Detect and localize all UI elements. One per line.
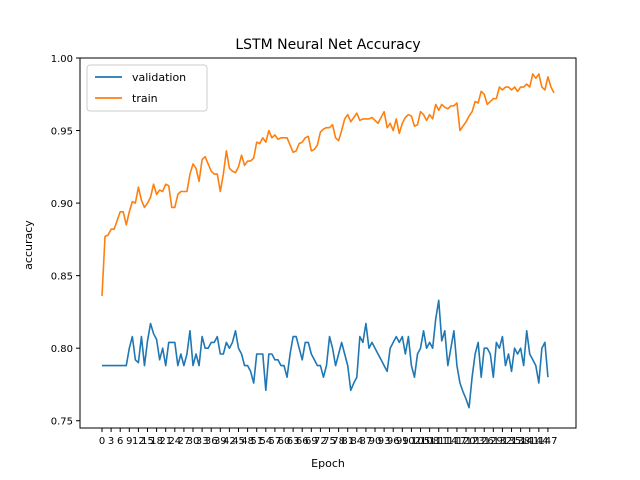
- x-tick-label: 99: [396, 436, 409, 447]
- x-tick-label: 102: [402, 436, 421, 447]
- x-tick-label: 135: [502, 436, 521, 447]
- plot-frame: [79, 57, 577, 429]
- x-tick-label: 15: [141, 436, 154, 447]
- series-line-validation: [102, 299, 549, 409]
- y-tick-label: 0.80: [51, 344, 73, 355]
- x-tick-label: 27: [178, 436, 191, 447]
- x-tick-label: 84: [350, 436, 363, 447]
- x-tick-label: 21: [159, 436, 172, 447]
- x-tick-label: 78: [332, 436, 345, 447]
- legend-label-train: train: [132, 92, 158, 105]
- x-tick-label: 72: [314, 436, 327, 447]
- x-tick-label: 51: [250, 436, 263, 447]
- x-tick-label: 42: [223, 436, 236, 447]
- x-tick-label: 96: [387, 436, 400, 447]
- x-tick-label: 9: [126, 436, 132, 447]
- y-tick-label: 1.00: [51, 54, 73, 65]
- x-tick-label: 93: [378, 436, 391, 447]
- y-tick-label: 0.90: [51, 199, 73, 210]
- x-tick-label: 117: [447, 436, 466, 447]
- x-tick-label: 63: [287, 436, 300, 447]
- x-tick-label: 141: [520, 436, 539, 447]
- series-layer: [101, 73, 555, 409]
- x-tick-label: 111: [429, 436, 448, 447]
- x-tick-label: 105: [411, 436, 430, 447]
- x-tick-label: 138: [511, 436, 530, 447]
- ticks-layer: 0.750.800.850.900.951.000 3 6 9 121518212427…: [51, 54, 558, 447]
- x-axis-label: Epoch: [311, 457, 345, 470]
- x-tick-label: 60: [278, 436, 291, 447]
- x-tick-label: 33: [196, 436, 209, 447]
- x-tick-label: 87: [360, 436, 373, 447]
- x-tick-label: 123: [466, 436, 485, 447]
- y-tick-label: 0.85: [51, 272, 73, 283]
- x-tick-label: 30: [187, 436, 200, 447]
- x-tick-label: 24: [168, 436, 181, 447]
- x-tick-label: 3: [108, 436, 114, 447]
- x-tick-label: 114: [438, 436, 457, 447]
- x-tick-label: 132: [493, 436, 512, 447]
- x-tick-label: 36: [205, 436, 218, 447]
- x-tick-label: 45: [232, 436, 245, 447]
- x-tick-label: 90: [369, 436, 382, 447]
- x-tick-label: 18: [150, 436, 163, 447]
- x-tick-label: 75: [323, 436, 336, 447]
- x-tick-label: 69: [305, 436, 318, 447]
- x-tick-label: 0: [99, 436, 105, 447]
- x-tick-label: 144: [529, 436, 548, 447]
- x-tick-label: 126: [475, 436, 494, 447]
- x-tick-label: 108: [420, 436, 439, 447]
- x-tick-label: 81: [341, 436, 354, 447]
- legend-label-validation: validation: [132, 71, 186, 84]
- x-tick-label: 6: [117, 436, 123, 447]
- y-tick-label: 0.75: [51, 417, 73, 428]
- x-tick-label: 54: [259, 436, 272, 447]
- y-axis-label: accuracy: [22, 220, 35, 270]
- x-tick-label: 129: [484, 436, 503, 447]
- chart-title: LSTM Neural Net Accuracy: [235, 37, 420, 53]
- x-tick-label: 66: [296, 436, 309, 447]
- y-tick-label: 0.95: [51, 127, 73, 138]
- x-tick-label: 48: [241, 436, 254, 447]
- x-tick-label: 120: [456, 436, 475, 447]
- series-line-train: [101, 73, 555, 297]
- x-tick-label: 39: [214, 436, 227, 447]
- x-tick-label: 57: [269, 436, 282, 447]
- x-tick-label: 12: [132, 436, 145, 447]
- legend: validation train: [86, 64, 208, 112]
- x-tick-label: 147: [538, 436, 557, 447]
